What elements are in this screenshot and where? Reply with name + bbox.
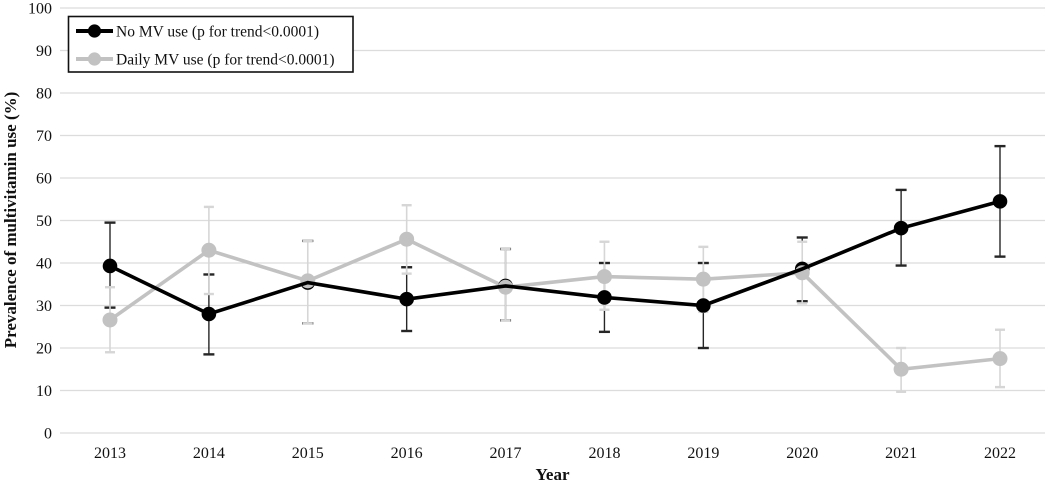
no-mv-legend-label: No MV use (p for trend<0.0001)	[116, 24, 319, 41]
daily-mv-point	[893, 361, 909, 377]
daily-mv-line	[108, 237, 1001, 372]
y-tick-label: 70	[36, 128, 52, 145]
x-tick-label: 2013	[94, 445, 126, 462]
y-axis-title: Prevalence of multivitamin use (%)	[1, 92, 20, 349]
y-tick-label: 10	[36, 383, 52, 400]
x-axis-title: Year	[536, 465, 570, 484]
x-tick-label: 2018	[588, 445, 620, 462]
legend: No MV use (p for trend<0.0001) Daily MV u…	[67, 15, 354, 73]
legend-item-daily-mv: Daily MV use (p for trend<0.0001)	[76, 52, 335, 69]
daily-mv-point	[695, 271, 711, 287]
y-tick-label: 50	[36, 213, 52, 230]
x-tick-label: 2020	[786, 445, 818, 462]
y-tick-label: 60	[36, 171, 52, 188]
x-tick-label: 2019	[687, 445, 719, 462]
legend-item-no-mv: No MV use (p for trend<0.0001)	[76, 24, 319, 41]
daily-mv-point	[201, 242, 217, 258]
x-tick-label: 2016	[391, 445, 423, 462]
x-tick-label: 2014	[193, 445, 225, 462]
legend-box	[67, 15, 354, 73]
daily-mv-point	[992, 351, 1008, 367]
y-tick-label: 0	[44, 426, 52, 443]
daily-mv-point	[596, 269, 612, 285]
daily-mv-legend-marker-icon	[87, 52, 102, 66]
no-mv-line	[109, 199, 1001, 316]
x-tick-label: 2015	[292, 445, 324, 462]
x-tick-label: 2021	[885, 445, 917, 462]
y-tick-label: 20	[36, 341, 52, 358]
y-tick-label: 80	[36, 86, 52, 103]
x-tick-label: 2022	[984, 445, 1016, 462]
y-tick-label: 90	[36, 43, 52, 60]
daily-mv-point	[399, 231, 415, 247]
y-tick-label: 100	[28, 1, 52, 18]
daily-mv-legend-label: Daily MV use (p for trend<0.0001)	[116, 52, 335, 69]
y-tick-label: 30	[36, 298, 52, 315]
no-mv-legend-marker-icon	[87, 24, 102, 38]
daily-mv-point	[102, 312, 118, 328]
y-tick-label: 40	[36, 256, 52, 273]
x-tick-label: 2017	[490, 445, 522, 462]
